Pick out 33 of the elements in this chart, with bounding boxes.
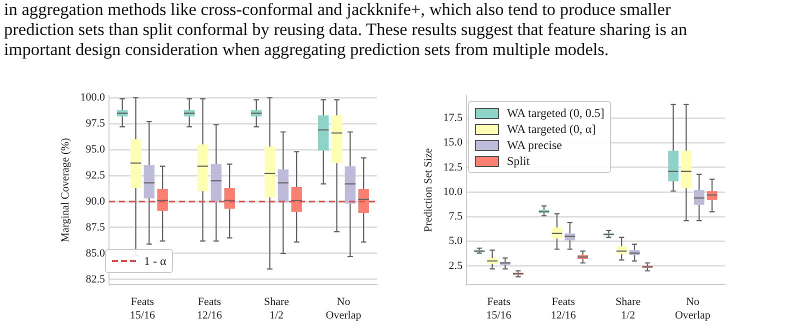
x-tick-label: Feats 15/16 — [486, 296, 512, 322]
y-tick-label: 87.5 — [86, 221, 106, 234]
y-tick-label: 90.0 — [86, 195, 106, 208]
y-tick-label: 15.0 — [443, 136, 463, 149]
text: important design consideration when aggregating prediction sets from multiple models. — [4, 40, 610, 60]
y-tick-label: 82.5 — [86, 273, 106, 286]
y-tick-label: 2.5 — [448, 260, 463, 272]
x-tick-label: Feats 15/16 — [130, 296, 156, 322]
y-tick-label: 85.0 — [86, 247, 106, 260]
x-tick-label: No Overlap — [674, 296, 711, 322]
y-tick-label: 100.0 — [80, 92, 106, 104]
x-tick-label: Feats 12/16 — [196, 296, 222, 322]
legend-label: WA targeted (0, α] — [507, 122, 596, 136]
legend-label: Split — [507, 154, 530, 168]
text: in aggregation methods like cross-conformal and jackknife+, which also tend to produce smaller — [4, 0, 672, 20]
y-tick-label: 92.5 — [86, 169, 106, 182]
y-tick-label: 97.5 — [86, 118, 106, 130]
y-tick-label: 5.0 — [448, 235, 463, 248]
y-tick-label: 7.5 — [448, 210, 463, 223]
y-tick-label: 95.0 — [86, 143, 106, 156]
y-axis-title: Marginal Coverage (%) — [59, 138, 72, 242]
y-tick-label: 17.5 — [443, 112, 463, 124]
y-axis-title: Prediction Set Size — [422, 148, 434, 232]
x-tick-label: No Overlap — [326, 296, 362, 322]
x-tick-label: Share 1/2 — [616, 296, 641, 322]
legend-label: WA targeted (0, 0.5] — [507, 106, 604, 120]
y-tick-label: 10.0 — [443, 186, 463, 198]
x-tick-label: Feats 12/16 — [550, 296, 576, 322]
legend-label: WA precise — [507, 138, 562, 152]
text: prediction sets than split conformal by reusing data. These results suggest that feature sharing is an — [4, 20, 688, 40]
legend-label: 1 - α — [144, 254, 166, 268]
y-tick-label: 12.5 — [443, 161, 463, 174]
x-tick-label: Share 1/2 — [264, 296, 290, 322]
